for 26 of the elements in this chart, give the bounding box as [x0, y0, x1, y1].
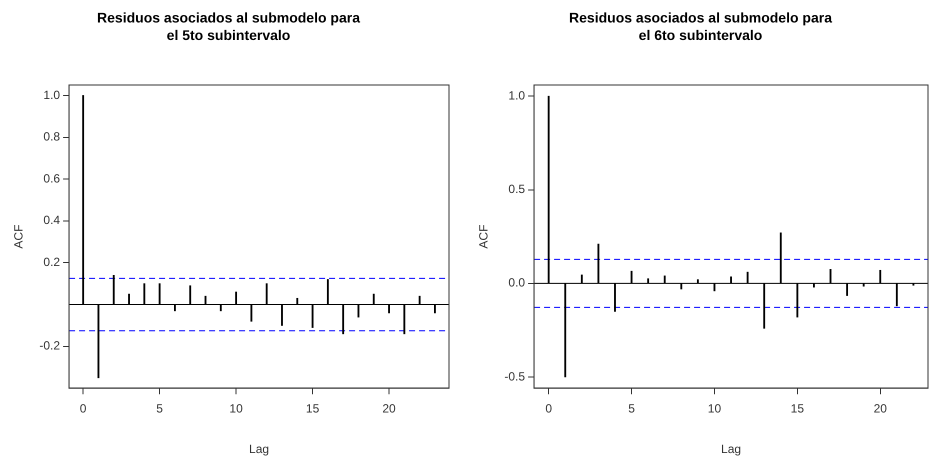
x-tick-label: 20	[382, 402, 396, 416]
x-tick-label: 0	[80, 402, 87, 416]
x-tick-label: 15	[790, 402, 804, 416]
x-tick-label: 5	[628, 402, 636, 416]
x-tick-label: 5	[156, 402, 164, 416]
y-tick-label: 0.2	[43, 255, 60, 270]
y-tick-label: 0.4	[43, 213, 60, 228]
y-tick-label: 0.8	[43, 130, 60, 144]
y-tick-label: 0.5	[508, 182, 526, 196]
y-axis-title: ACF	[476, 224, 491, 249]
y-tick-label: 1.0	[43, 88, 60, 102]
y-tick-label: 1.0	[508, 88, 526, 103]
y-tick-label: -0.5	[504, 369, 526, 384]
x-tick-label: 10	[229, 402, 244, 416]
x-tick-label: 20	[874, 402, 888, 416]
x-tick-label: 15	[306, 402, 320, 416]
x-axis-title: Lag	[721, 442, 742, 456]
y-tick-label: 0.0	[508, 276, 526, 290]
x-axis-title: Lag	[249, 442, 270, 456]
x-tick-label: 10	[708, 402, 722, 416]
y-tick-label: 0.6	[43, 171, 60, 186]
chart-title: Residuos asociados al submodelo para el 5to subintervalo	[97, 10, 360, 44]
y-tick-label: -0.2	[39, 338, 60, 353]
x-tick-label: 0	[545, 402, 552, 416]
chart-title: Residuos asociados al submodelo para el 6to subintervalo	[569, 10, 832, 44]
y-axis-title: ACF	[12, 224, 26, 249]
